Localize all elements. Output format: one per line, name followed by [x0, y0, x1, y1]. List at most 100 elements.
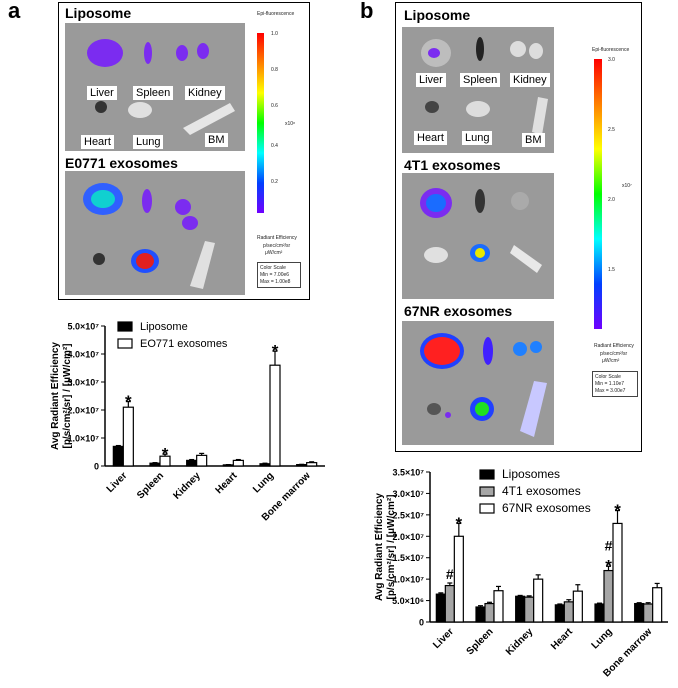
bar [232, 459, 244, 467]
bar [259, 463, 271, 467]
bar [269, 364, 281, 467]
legend-label: Liposome [140, 321, 188, 333]
legend-swatch [479, 469, 495, 480]
y-tick-label: 0 [419, 618, 424, 628]
lung-signal [466, 101, 490, 117]
y-axis-label: Avg Radiant Efficiency [374, 493, 385, 601]
panel-a-e0771-image [65, 171, 245, 295]
organ-label-kidney: Kidney [510, 73, 550, 87]
significance-marker: # [446, 566, 454, 582]
heart-signal-spot [445, 412, 451, 418]
bm-signal [183, 103, 235, 135]
bar [533, 578, 544, 623]
x-tick-label: Lung [251, 470, 276, 495]
organ-label-bm: BM [522, 133, 545, 147]
x-tick-label: Spleen [465, 626, 496, 657]
spleen-signal [144, 42, 152, 64]
bm-signal [532, 97, 548, 135]
kidney-signal [176, 45, 188, 61]
legend-swatch [479, 503, 495, 514]
colorbar-b-tick: 2.5 [608, 127, 615, 133]
x-tick-label: Lung [590, 626, 615, 651]
x-tick-label: Heart [214, 470, 240, 496]
x-tick-label: Liver [431, 626, 456, 651]
panel-b-liposome-organs [421, 37, 548, 135]
y-tick-label: 0 [94, 462, 99, 472]
legend-swatch [117, 321, 133, 332]
organ-label-spleen: Spleen [133, 86, 174, 100]
colorbar-a-tick: 1.0 [271, 31, 278, 37]
kidney-signal [175, 199, 191, 215]
panel-b-imaging-frame: Liposome Liver Spleen Kidney Heart Lung … [395, 2, 642, 452]
y-tick-label: 2.5×10⁷ [393, 510, 425, 520]
panel-b-67nr-image [402, 321, 554, 445]
colorbar-b-tick: 2.0 [608, 197, 615, 203]
kidney-signal [510, 41, 526, 57]
bar [612, 522, 623, 623]
y-tick-label: 2.0×10⁷ [68, 406, 100, 416]
organ-label-bm: BM [205, 133, 228, 147]
colorbar-b-gradient [594, 59, 602, 329]
panel-a-e0771-organs [83, 183, 215, 289]
x-tick-label: Heart [549, 626, 575, 652]
bar [643, 603, 654, 623]
lung-signal-core [136, 253, 154, 269]
colorbar-a-tick: 0.6 [271, 103, 278, 109]
colorbar-b-tick: 3.0 [608, 57, 615, 63]
kidney-signal [530, 341, 542, 353]
organ-label-lung: Lung [133, 135, 164, 149]
bar [444, 584, 455, 623]
significance-marker: # [605, 537, 613, 553]
colorbar-a-tick: 0.4 [271, 143, 278, 149]
bar [122, 406, 134, 467]
bar [475, 606, 486, 623]
bm-signal [190, 241, 215, 289]
colorbar-b-scale-max: Max = 3.00e7 [595, 388, 626, 394]
panel-a-imaging-frame: Liposome Liver Spleen Kidney Heart Lung … [58, 2, 310, 300]
colorbar-b-unit: Radiant Efficiency [594, 343, 634, 349]
heart-signal [425, 101, 439, 113]
colorbar-a-scale-min: Min = 7.00e6 [260, 272, 290, 278]
panel-a-image2-title: E0771 exosomes [65, 155, 178, 171]
colorbar-b-multiplier: x10⁷ [622, 183, 632, 189]
bar [159, 455, 171, 467]
x-tick-label: Kidney [504, 626, 536, 658]
panel-a-liposome-image: Liver Spleen Kidney Heart Lung BM [65, 23, 245, 151]
organ-label-heart: Heart [81, 135, 114, 149]
x-tick-label: Spleen [135, 470, 166, 501]
bar [149, 462, 161, 467]
legend-label: Liposomes [502, 467, 560, 481]
panel-b-4t1-organs [420, 188, 542, 273]
liver-signal-spot [428, 48, 440, 58]
lung-signal-core [475, 402, 489, 416]
panel-b-liposome-image: Liver Spleen Kidney Heart Lung BM [402, 27, 554, 153]
colorbar-b-unit-num: p/sec/cm²/sr [600, 351, 628, 357]
heart-signal [424, 247, 448, 263]
panel-a-liposome-organs [87, 39, 235, 135]
bar [634, 602, 645, 623]
spleen-signal [475, 189, 485, 213]
bar [484, 602, 495, 623]
panel-b-67nr-organs [420, 333, 547, 437]
colorbar-b-scale-title: Color Scale [595, 374, 621, 380]
panel-b-4t1-image [402, 173, 554, 299]
bar [524, 596, 535, 623]
colorbar-b-unit-den: μW/cm² [602, 358, 620, 364]
kidney-signal [529, 43, 543, 59]
y-axis-label-units: [p/s/cm²/sr] / [μW/cm²] [62, 343, 73, 448]
kidney-signal [511, 192, 529, 210]
liver-signal [87, 39, 123, 67]
panel-b-image1-title: Liposome [404, 7, 471, 23]
legend-label: EO771 exosomes [140, 338, 228, 350]
y-tick-label: 3.0×10⁷ [68, 378, 100, 388]
heart-signal [95, 101, 107, 113]
y-tick-label: 3.5×10⁷ [393, 468, 425, 478]
spleen-signal [476, 37, 484, 61]
significance-marker: * [614, 501, 621, 520]
significance-marker: * [605, 557, 612, 576]
bar [453, 535, 464, 623]
y-tick-label: 5.0×10⁶ [392, 596, 424, 606]
spleen-signal [142, 189, 152, 213]
chart-a: 0 1.0×10⁷ 2.0×10⁷ 3.0×10⁷ 4.0×10⁷ 5.0×10⁷ Avg … [50, 321, 325, 523]
lung-signal [128, 102, 152, 118]
